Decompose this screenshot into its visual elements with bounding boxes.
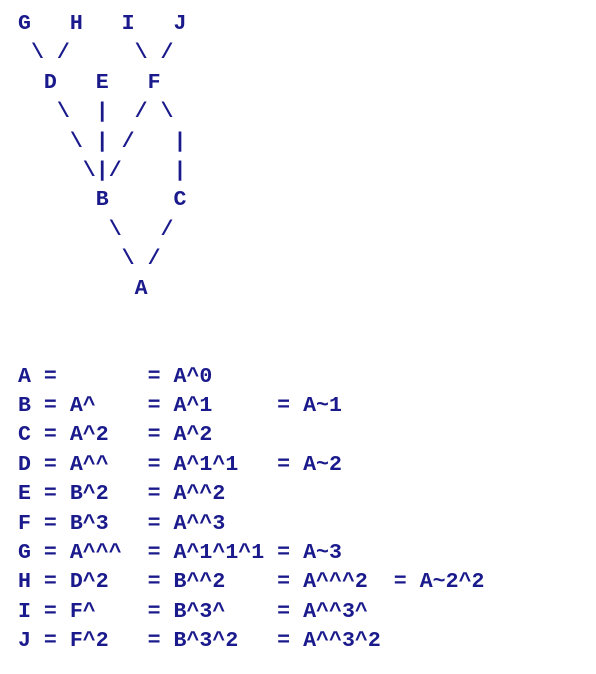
diagram-line: D E F [18, 70, 161, 95]
notation-row: G = A^^^ = A^1^1^1 = A~3 [18, 541, 342, 566]
notation-row: D = A^^ = A^1^1 = A~2 [18, 452, 342, 477]
diagram-line: \ | / | [18, 129, 187, 154]
blank-line [18, 333, 485, 362]
diagram-line: \ / [18, 247, 161, 272]
diagram-line: \|/ | [18, 158, 187, 183]
diagram-line: \ / \ / [18, 41, 174, 66]
notation-row: A = = A^0 [18, 364, 213, 389]
notation-row: J = F^2 = B^3^2 = A^^3^2 [18, 629, 381, 654]
diagram-line: \ / [18, 217, 174, 242]
diagram-line: \ | / \ [18, 100, 174, 125]
diagram-line: G H I J [18, 12, 187, 36]
blank-line [18, 304, 485, 333]
notation-row: H = D^2 = B^^2 = A^^^2 = A~2^2 [18, 570, 485, 595]
diagram-line: A [18, 276, 148, 301]
diagram-line: B C [18, 188, 187, 213]
notation-row: F = B^3 = A^^3 [18, 511, 226, 536]
notation-row: I = F^ = B^3^ = A^^3^ [18, 599, 368, 624]
notation-row: C = A^2 = A^2 [18, 423, 213, 448]
notation-row: B = A^ = A^1 = A~1 [18, 394, 342, 419]
ancestry-notation-text: G H I J \ / \ / D E F \ | / \ \ | / | \|… [18, 10, 485, 657]
notation-row: E = B^2 = A^^2 [18, 482, 226, 507]
